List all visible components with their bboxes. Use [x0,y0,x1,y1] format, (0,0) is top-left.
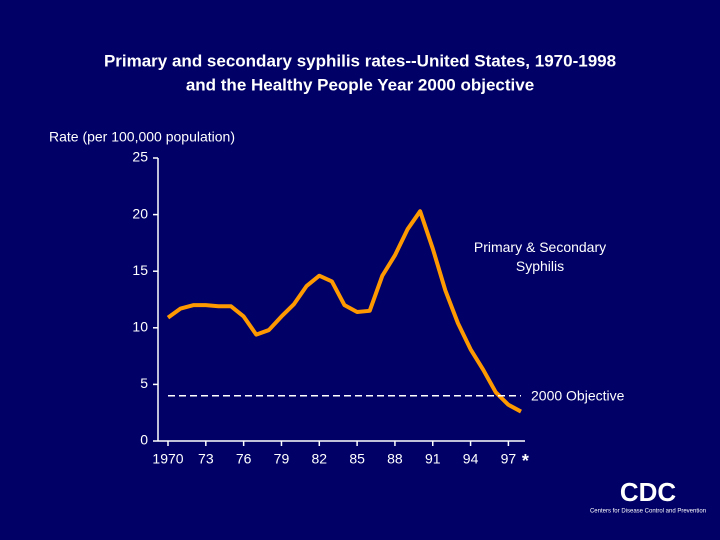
y-tick-label: 5 [140,375,148,391]
chart-title: Primary and secondary syphilis rates--Un… [104,51,616,70]
objective-label: 2000 Objective [531,387,625,403]
y-tick-label: 25 [132,149,148,165]
y-axis-label: Rate (per 100,000 population) [49,129,235,145]
chart-subtitle: and the Healthy People Year 2000 objecti… [186,75,534,94]
y-tick-label: 20 [132,205,148,221]
series-label: Primary & Secondary Syphilis [473,239,607,274]
logo-caption: Centers for Disease Control and Preventi… [590,509,706,515]
series-line [166,209,522,414]
y-tick-label: 0 [140,432,148,448]
x-tick-label: 82 [311,451,327,467]
footnote-marker: * [522,451,529,471]
y-tick-label: 15 [132,262,148,278]
x-tick-label: 91 [425,451,441,467]
x-tick-label: 1970 [152,451,183,467]
x-tick-label: 85 [349,451,365,467]
x-tick-label: 97 [501,451,517,467]
x-tick-label: 79 [274,451,290,467]
x-tick-label: 88 [387,451,403,467]
logo: CDC [620,477,677,507]
x-tick-label: 94 [463,451,479,467]
y-tick-label: 10 [132,319,148,335]
x-tick-label: 76 [236,451,252,467]
x-tick-label: 73 [198,451,214,467]
